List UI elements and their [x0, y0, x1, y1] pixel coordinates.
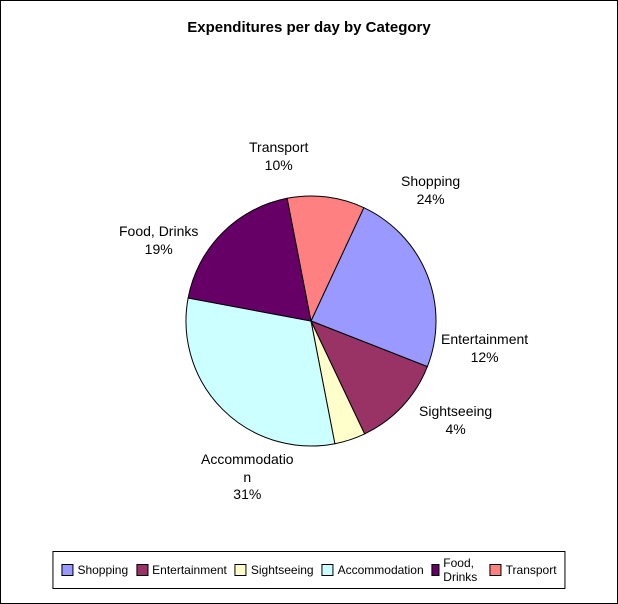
legend-swatch: [490, 564, 502, 576]
legend-item: Entertainment: [136, 563, 227, 577]
legend-item: Transport: [490, 563, 557, 577]
legend-swatch: [61, 564, 73, 576]
legend-label: Accommodation: [338, 563, 424, 577]
legend-swatch: [136, 564, 148, 576]
legend-label: Shopping: [77, 563, 128, 577]
chart-frame: Expenditures per day by Category Shoppin…: [0, 0, 618, 604]
legend-item: Food, Drinks: [432, 556, 482, 584]
slice-label: Entertainment 12%: [441, 331, 528, 366]
legend: Shopping Entertainment Sightseeing Accommod…: [52, 551, 565, 589]
legend-label: Entertainment: [152, 563, 227, 577]
legend-swatch: [235, 564, 247, 576]
slice-label: Shopping 24%: [401, 173, 460, 208]
legend-label: Food, Drinks: [443, 556, 481, 584]
legend-swatch: [322, 564, 334, 576]
legend-label: Sightseeing: [251, 563, 314, 577]
pie-chart: [1, 1, 618, 561]
slice-label: Accommodatio n 31%: [201, 451, 294, 504]
legend-item: Accommodation: [322, 563, 424, 577]
slice-label: Sightseeing 4%: [419, 403, 492, 438]
legend-swatch: [432, 564, 440, 576]
slice-label: Transport 10%: [249, 139, 308, 174]
legend-item: Sightseeing: [235, 563, 314, 577]
legend-item: Shopping: [61, 563, 128, 577]
legend-label: Transport: [506, 563, 557, 577]
slice-label: Food, Drinks 19%: [119, 223, 198, 258]
chart-area: Shopping 24% Entertainment 12% Sightseeing…: [1, 1, 618, 561]
